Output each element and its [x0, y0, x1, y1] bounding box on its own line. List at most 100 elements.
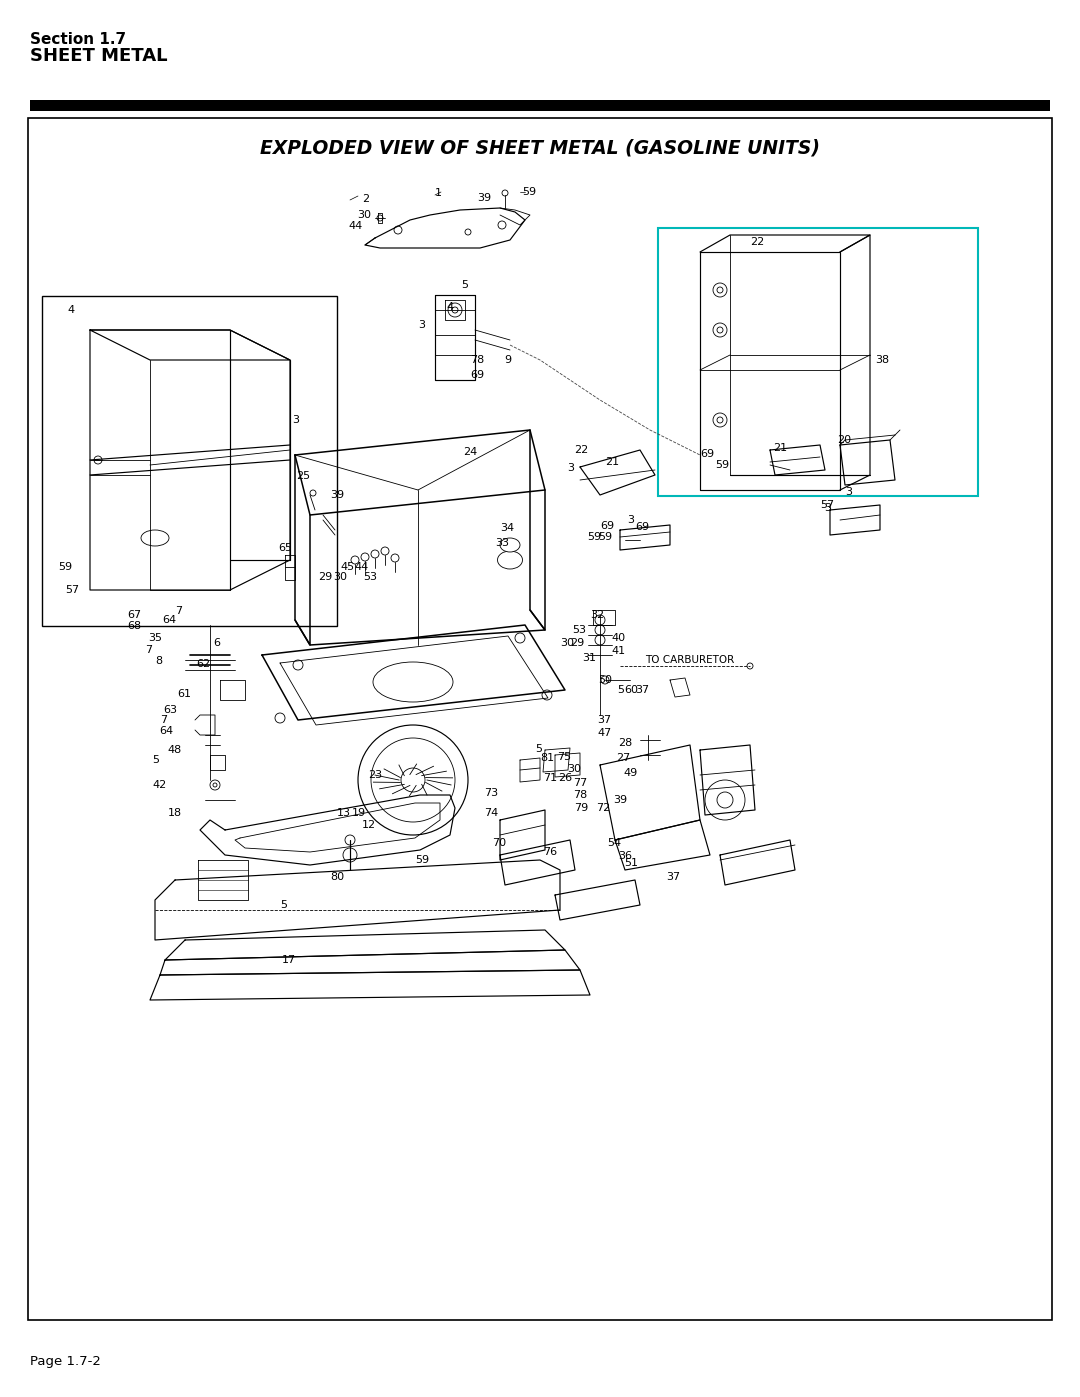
Text: 26: 26 — [558, 773, 572, 782]
Circle shape — [361, 553, 369, 562]
Text: 61: 61 — [177, 689, 191, 698]
Text: 22: 22 — [573, 446, 589, 455]
Text: 57: 57 — [820, 500, 834, 510]
Text: 21: 21 — [773, 443, 787, 453]
Text: 29: 29 — [318, 571, 333, 583]
Circle shape — [213, 782, 217, 787]
Text: 69: 69 — [635, 522, 649, 532]
Text: 69: 69 — [600, 521, 615, 531]
Text: 37: 37 — [666, 872, 680, 882]
Ellipse shape — [500, 538, 519, 552]
Circle shape — [210, 780, 220, 789]
Text: 30: 30 — [567, 764, 581, 774]
Circle shape — [275, 712, 285, 724]
Text: 49: 49 — [623, 768, 637, 778]
Text: 41: 41 — [611, 645, 625, 657]
Text: 17: 17 — [282, 956, 296, 965]
Text: 79: 79 — [573, 803, 589, 813]
Text: 48: 48 — [167, 745, 181, 754]
Text: 22: 22 — [750, 237, 765, 247]
Text: 5: 5 — [280, 900, 287, 909]
Circle shape — [515, 633, 525, 643]
Text: 13: 13 — [337, 807, 351, 819]
Circle shape — [357, 725, 468, 835]
Circle shape — [391, 555, 399, 562]
Text: 42: 42 — [152, 780, 166, 789]
Text: SHEET METAL: SHEET METAL — [30, 47, 167, 66]
Text: 20: 20 — [837, 434, 851, 446]
Text: 24: 24 — [463, 447, 477, 457]
Circle shape — [595, 624, 605, 636]
Text: Page 1.7-2: Page 1.7-2 — [30, 1355, 100, 1368]
Bar — [42, 296, 337, 626]
Text: 7: 7 — [175, 606, 183, 616]
Circle shape — [542, 690, 552, 700]
Ellipse shape — [373, 662, 453, 703]
Circle shape — [595, 615, 605, 624]
Circle shape — [595, 636, 605, 645]
Text: 3: 3 — [418, 320, 426, 330]
Text: 3: 3 — [824, 503, 831, 513]
Text: 75: 75 — [557, 752, 571, 761]
Text: 72: 72 — [596, 803, 610, 813]
Text: 59: 59 — [415, 855, 429, 865]
Text: EXPLODED VIEW OF SHEET METAL (GASOLINE UNITS): EXPLODED VIEW OF SHEET METAL (GASOLINE U… — [260, 138, 820, 158]
Text: 69: 69 — [700, 448, 714, 460]
Bar — [28, 117, 1052, 1320]
Text: 30: 30 — [561, 638, 573, 648]
Circle shape — [372, 550, 379, 557]
Text: 36: 36 — [618, 851, 632, 861]
Text: 8: 8 — [156, 657, 162, 666]
Ellipse shape — [141, 529, 168, 546]
Text: 3: 3 — [292, 415, 299, 425]
Circle shape — [717, 327, 723, 332]
Text: 44: 44 — [354, 562, 368, 571]
Text: 32: 32 — [590, 610, 604, 620]
Text: 81: 81 — [540, 753, 554, 763]
Text: 21: 21 — [605, 457, 619, 467]
Circle shape — [717, 416, 723, 423]
Text: 31: 31 — [582, 652, 596, 664]
Text: 9: 9 — [504, 355, 511, 365]
Text: 19: 19 — [352, 807, 366, 819]
Text: 69: 69 — [470, 370, 484, 380]
Circle shape — [448, 303, 462, 317]
Text: 67: 67 — [127, 610, 141, 620]
Text: 59: 59 — [715, 460, 729, 469]
Circle shape — [94, 455, 102, 464]
Text: 74: 74 — [484, 807, 498, 819]
Text: 73: 73 — [484, 788, 498, 798]
Text: 80: 80 — [330, 872, 345, 882]
Text: 5: 5 — [461, 279, 468, 291]
Circle shape — [713, 284, 727, 298]
Text: 34: 34 — [500, 522, 514, 534]
Text: 68: 68 — [127, 622, 141, 631]
Circle shape — [343, 848, 357, 862]
Text: 70: 70 — [492, 838, 507, 848]
Text: 7: 7 — [145, 645, 152, 655]
Bar — [658, 228, 978, 496]
Text: 4: 4 — [67, 305, 75, 314]
Text: 76: 76 — [543, 847, 557, 856]
Circle shape — [498, 221, 507, 229]
Text: 29: 29 — [570, 638, 584, 648]
Text: 57: 57 — [65, 585, 79, 595]
Text: 38: 38 — [875, 355, 889, 365]
Text: 63: 63 — [163, 705, 177, 715]
Text: 2: 2 — [362, 194, 369, 204]
Text: 62: 62 — [195, 659, 211, 669]
Text: 40: 40 — [611, 633, 625, 643]
Text: 23: 23 — [368, 770, 382, 780]
Text: 51: 51 — [624, 858, 638, 868]
Text: 59: 59 — [58, 562, 72, 571]
Text: 12: 12 — [362, 820, 376, 830]
Text: 50: 50 — [598, 675, 612, 685]
Text: 3: 3 — [567, 462, 573, 474]
Text: 60: 60 — [624, 685, 638, 694]
Text: 30: 30 — [333, 571, 347, 583]
Text: 53: 53 — [572, 624, 586, 636]
Text: 71: 71 — [543, 773, 557, 782]
Text: 3: 3 — [627, 515, 634, 525]
Text: 18: 18 — [168, 807, 183, 819]
Text: 5: 5 — [535, 745, 542, 754]
